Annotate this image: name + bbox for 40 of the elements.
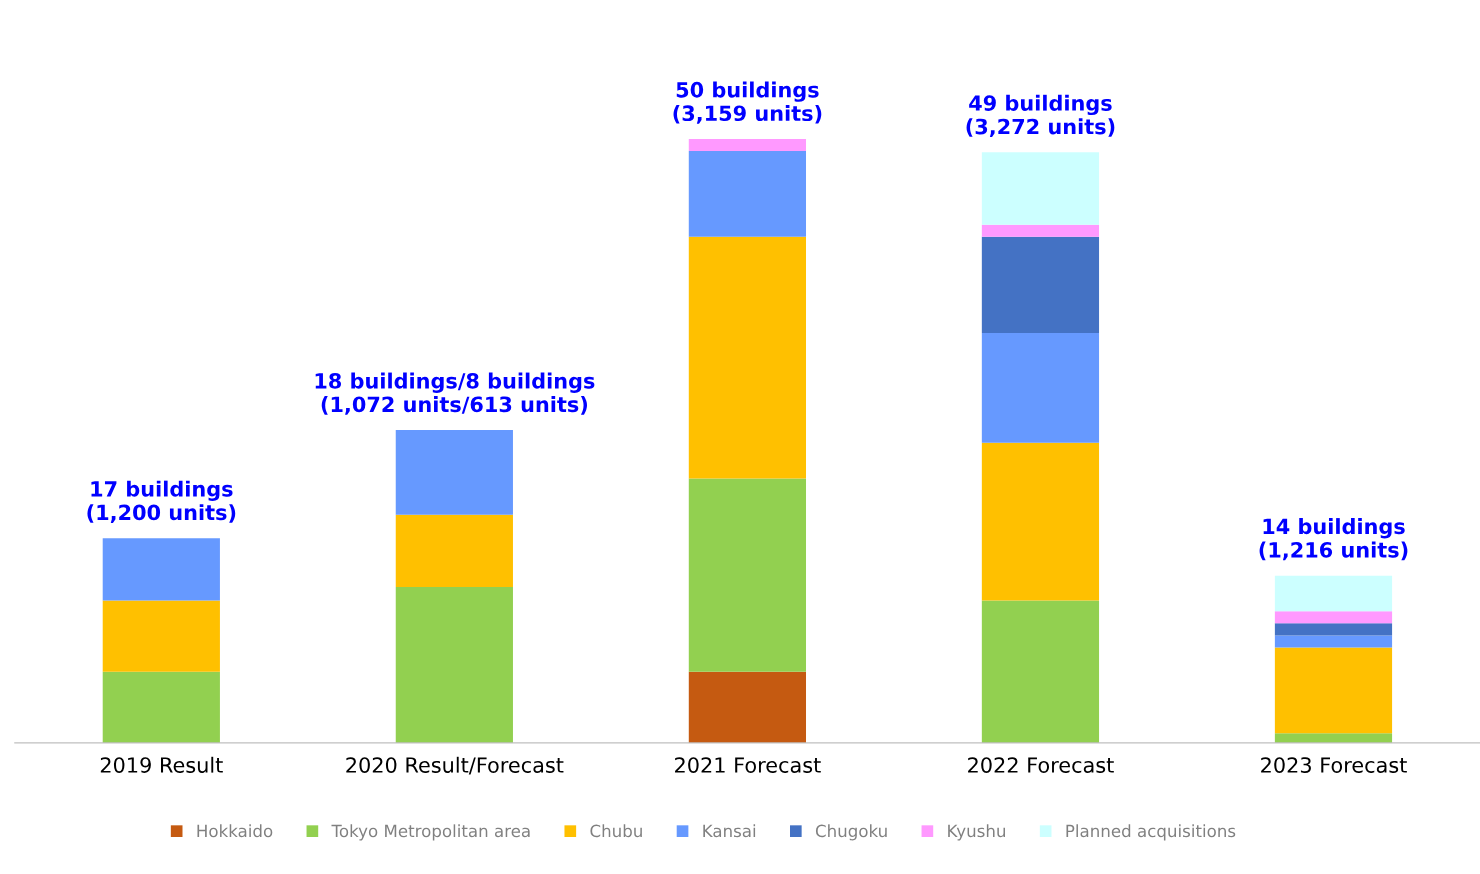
bar [1274,635,1393,648]
x-tick-label: 2019 Result [100,756,223,773]
bar [981,236,1100,333]
bar [981,600,1100,743]
legend-label: Planned acquisitions [1066,824,1236,841]
annotation: 18 buildings/8 buildings (1,072 units/613 units) [315,372,595,415]
bar [1274,611,1393,624]
annotation: 49 buildings (3,272 units) [966,94,1115,138]
bar [688,139,807,152]
bar [1274,647,1393,734]
bar [102,671,220,743]
bar [395,430,513,515]
x-tick-label: 2023 Forecast [1261,757,1407,773]
legend-label: Chubu [590,824,642,838]
bar [688,671,807,743]
bar [102,600,220,672]
legend-label: Chugoku [815,824,887,841]
legend-label: Kansai [703,824,756,838]
bar [688,236,807,479]
annotation: 14 buildings (1,216 units) [1259,518,1408,561]
bar [1274,575,1393,612]
legend-label: Kyushu [948,824,1005,841]
x-tick-label: 2021 Forecast [675,757,821,773]
bar [688,151,807,237]
legend-label: Hokkaido [197,824,273,838]
x-tick-label: 2022 Forecast [968,757,1114,773]
bar [688,478,807,672]
bar [395,514,513,588]
bar [1274,623,1393,636]
annotation: 17 buildings (1,200 units) [87,480,236,523]
bar [1274,733,1393,743]
bar [981,152,1100,225]
legend-label: Tokyo Metropolitan area [331,824,530,841]
bar [102,538,220,601]
bar [981,224,1100,237]
bar [981,332,1100,443]
bar [981,442,1100,601]
annotation: 50 buildings (3,159 units) [673,81,822,124]
bar [395,587,513,743]
x-tick-label: 2020 Result/Forecast [346,756,564,775]
